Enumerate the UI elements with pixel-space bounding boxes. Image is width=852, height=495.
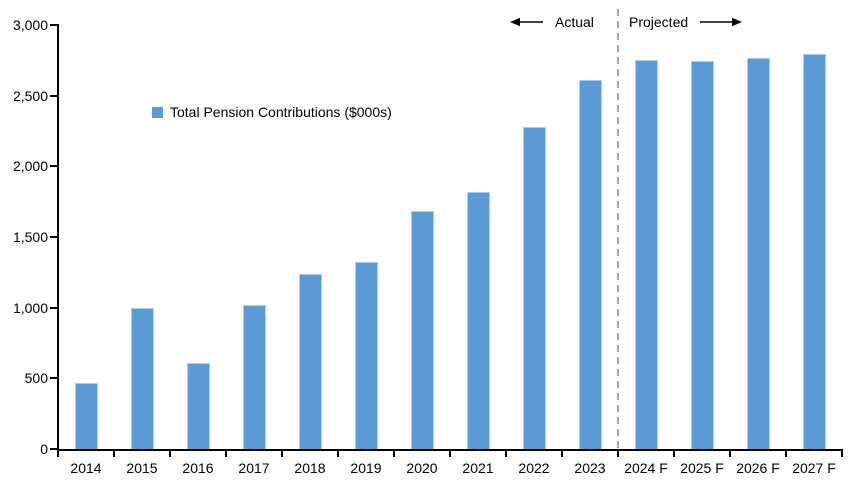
bar-2024 F [634, 60, 658, 449]
x-tick-label: 2015 [126, 460, 158, 476]
x-tick-label: 2014 [70, 460, 102, 476]
plot-area [58, 25, 842, 449]
bar-2015 [130, 308, 154, 449]
y-tick [50, 377, 57, 380]
x-tick-label: 2024 F [624, 460, 668, 476]
y-tick [50, 448, 57, 450]
y-tick-label: 500 [24, 370, 48, 387]
x-tick [281, 451, 283, 457]
y-tick-label: 1,000 [12, 299, 48, 316]
bar-2014 [74, 383, 98, 449]
bar-2018 [298, 274, 322, 449]
y-tick [50, 165, 57, 168]
x-tick-label: 2022 [518, 460, 550, 476]
x-tick-label: 2021 [462, 460, 494, 476]
y-tick [50, 94, 57, 97]
x-tick [57, 451, 59, 457]
bar-2019 [354, 262, 378, 449]
bar-2020 [410, 211, 434, 449]
bar-2017 [242, 305, 266, 449]
x-tick [729, 451, 731, 457]
left-arrow-icon [510, 17, 543, 27]
x-tick-label: 2017 [238, 460, 270, 476]
y-tick-label: 0 [40, 441, 48, 457]
y-tick-label: 2,500 [12, 87, 48, 104]
x-tick [225, 451, 227, 457]
bar-2022 [522, 127, 546, 449]
y-tick [50, 306, 57, 309]
bar-2025 F [690, 61, 714, 449]
bar-2026 F [746, 58, 770, 449]
projected-annotation: Projected [629, 13, 743, 31]
x-tick [673, 451, 675, 457]
x-tick [841, 451, 843, 457]
right-arrow-icon [700, 17, 743, 27]
x-tick [505, 451, 507, 457]
actual-annotation: Actual [510, 13, 594, 31]
x-tick-label: 2023 [574, 460, 606, 476]
legend-marker-icon [152, 106, 163, 118]
x-tick [449, 451, 451, 457]
x-tick [617, 451, 619, 457]
projected-label: Projected [629, 14, 689, 30]
x-tick-label: 2016 [182, 460, 214, 476]
bar-2023 [578, 80, 602, 449]
x-tick-label: 2020 [406, 460, 438, 476]
x-tick-label: 2018 [294, 460, 326, 476]
y-tick-label: 3,000 [12, 17, 48, 33]
x-axis-line [57, 449, 843, 451]
y-tick-label: 1,500 [12, 229, 48, 245]
bar-2016 [186, 363, 210, 449]
x-tick [169, 451, 171, 457]
x-tick [113, 451, 115, 457]
x-tick-label: 2026 F [736, 460, 780, 476]
y-tick [50, 236, 57, 238]
bar-2021 [466, 192, 490, 449]
x-tick [785, 451, 787, 457]
bar-2027 F [802, 54, 826, 449]
y-tick-label: 2,000 [12, 158, 48, 175]
actual-label: Actual [555, 14, 594, 30]
x-tick [561, 451, 563, 457]
y-tick [50, 24, 57, 26]
x-tick-label: 2027 F [792, 460, 836, 476]
legend-label: Total Pension Contributions ($000s) [170, 104, 392, 120]
actual-projected-divider [617, 9, 619, 449]
x-tick [393, 451, 395, 457]
legend: Total Pension Contributions ($000s) [152, 104, 392, 120]
x-tick-label: 2019 [350, 460, 382, 476]
x-tick-label: 2025 F [680, 460, 724, 476]
y-axis-line [57, 24, 59, 451]
x-tick [337, 451, 339, 457]
